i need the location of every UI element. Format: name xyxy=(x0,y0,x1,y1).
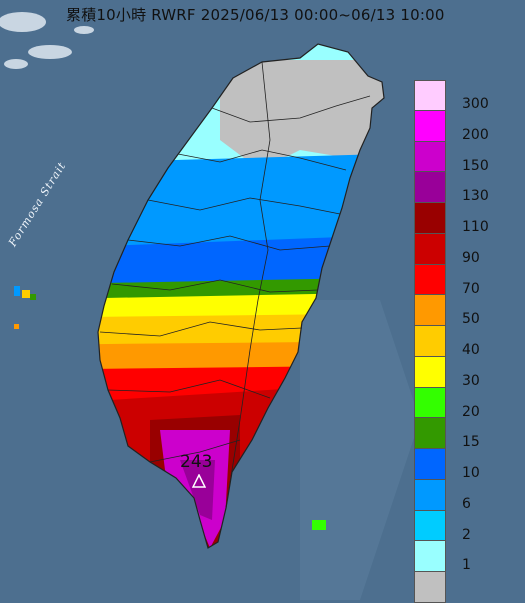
legend-swatch xyxy=(414,326,446,357)
legend-label: 110 xyxy=(462,219,489,235)
legend-row: 90 xyxy=(414,233,500,266)
legend-swatch xyxy=(414,141,446,173)
county-borders xyxy=(99,61,371,509)
legend-swatch xyxy=(414,233,446,265)
legend-label: 10 xyxy=(462,465,480,481)
legend-label: 300 xyxy=(462,96,489,112)
legend-label: 70 xyxy=(462,280,480,297)
legend-label: 130 xyxy=(462,188,489,205)
legend-label: 30 xyxy=(462,372,480,389)
legend-label: 6 xyxy=(462,495,471,512)
legend-label: 40 xyxy=(462,342,480,358)
legend-row: 150 xyxy=(414,141,500,174)
cloud-patches xyxy=(0,12,94,69)
legend-row: 10 xyxy=(414,449,500,481)
legend-swatch xyxy=(414,264,446,296)
legend-label: 150 xyxy=(462,157,489,174)
legend-swatch xyxy=(414,387,446,419)
legend-label: 20 xyxy=(462,403,480,420)
legend-label: 1 xyxy=(462,557,471,574)
legend-row: 50 xyxy=(414,295,500,328)
legend-swatch xyxy=(414,203,446,234)
legend-row: 130 xyxy=(414,172,500,205)
legend-row: 40 xyxy=(414,326,500,358)
legend-row: 20 xyxy=(414,387,500,420)
legend-row xyxy=(414,572,500,603)
legend-label: 200 xyxy=(462,126,489,143)
legend-swatch xyxy=(414,80,446,111)
legend-row: 110 xyxy=(414,203,500,235)
legend-label: 50 xyxy=(462,311,480,328)
legend-row: 2 xyxy=(414,510,500,543)
legend-swatch xyxy=(414,356,446,388)
legend-row: 70 xyxy=(414,264,500,297)
legend-swatch xyxy=(414,110,446,142)
offshore-echoes xyxy=(14,286,326,530)
legend-swatch xyxy=(414,295,446,326)
legend-swatch xyxy=(414,572,446,603)
coastal-shelf xyxy=(300,300,420,600)
legend-row: 15 xyxy=(414,418,500,451)
legend-row: 1 xyxy=(414,541,500,574)
legend-label: 2 xyxy=(462,526,471,543)
legend-label: 90 xyxy=(462,249,480,266)
legend-row: 6 xyxy=(414,479,500,512)
legend-row: 200 xyxy=(414,110,500,143)
legend-row: 30 xyxy=(414,356,500,389)
legend-swatch xyxy=(414,510,446,542)
rainfall-legend: 300 200 150 130 110 90 70 50 40 30 20 15 10 6 2 1 xyxy=(414,80,500,603)
triangle-marker-icon xyxy=(192,474,206,488)
legend-swatch xyxy=(414,172,446,203)
legend-swatch xyxy=(414,541,446,572)
map-title: 累積10小時 RWRF 2025/06/13 00:00~06/13 10:00 xyxy=(66,6,445,24)
legend-swatch xyxy=(414,479,446,511)
legend-row: 300 xyxy=(414,80,500,112)
legend-swatch xyxy=(414,449,446,480)
legend-swatch xyxy=(414,418,446,449)
legend-label: 15 xyxy=(462,434,480,451)
peak-rainfall-value: 243 xyxy=(180,452,213,472)
